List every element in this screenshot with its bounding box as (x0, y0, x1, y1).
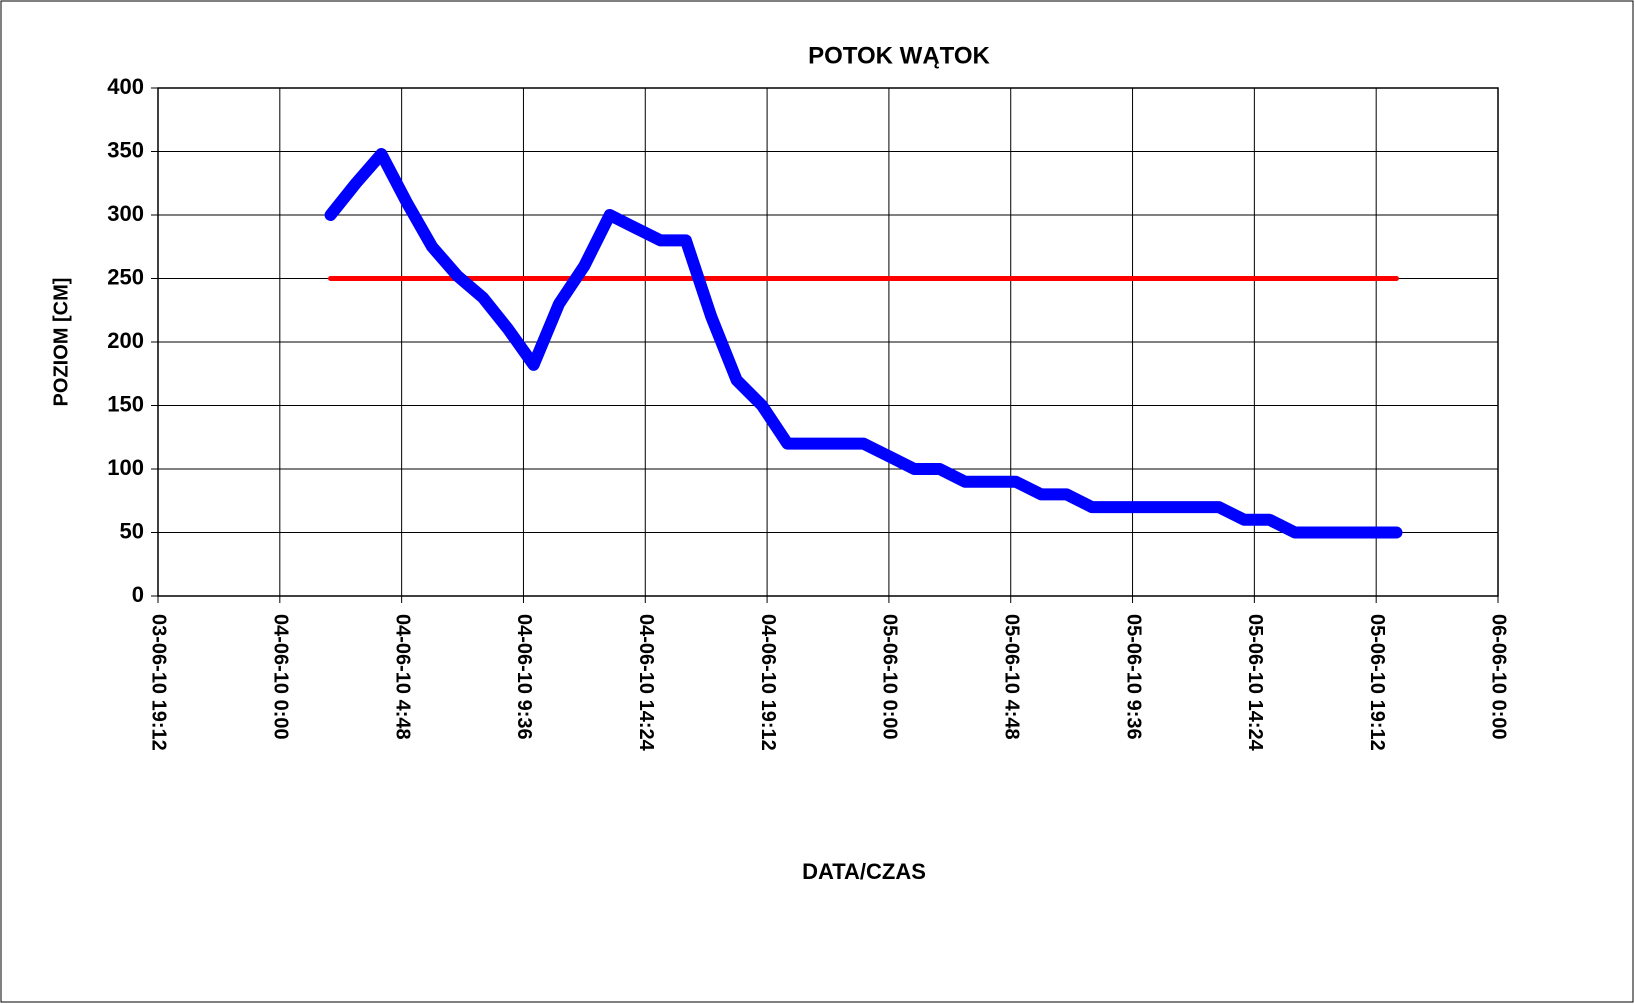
x-tick-label: 05-06-10 14:24 (1244, 614, 1266, 752)
x-tick-label: 04-06-10 4:48 (391, 614, 413, 740)
y-tick-label: 50 (120, 518, 144, 543)
y-tick-label: 200 (107, 328, 144, 353)
x-tick-label: 05-06-10 0:00 (879, 614, 901, 740)
x-tick-label: 04-06-10 14:24 (635, 614, 657, 752)
y-tick-label: 150 (107, 391, 144, 416)
y-tick-label: 350 (107, 137, 144, 162)
plot-frame (157, 87, 1499, 597)
y-tick-label: 300 (107, 201, 144, 226)
chart-title: POTOK WĄTOK (808, 42, 990, 69)
x-tick-label: 05-06-10 4:48 (1000, 614, 1022, 740)
x-tick-label: 04-06-10 9:36 (513, 614, 535, 740)
x-tick-label: 05-06-10 9:36 (1122, 614, 1144, 740)
y-tick-label: 250 (107, 264, 144, 289)
y-tick-label: 400 (107, 74, 144, 99)
y-axis-label: POZIOM [CM] (50, 278, 72, 407)
x-tick-label: 04-06-10 0:00 (270, 614, 292, 740)
y-tick-label: 100 (107, 455, 144, 480)
x-tick-label: 04-06-10 19:12 (757, 614, 779, 751)
y-tick-label: 0 (132, 582, 144, 607)
x-tick-label: 03-06-10 19:12 (148, 614, 170, 751)
x-tick-label: 05-06-10 19:12 (1366, 614, 1388, 751)
x-axis-label: DATA/CZAS (802, 859, 926, 884)
data-line (324, 148, 1403, 539)
x-tick-label: 06-06-10 0:00 (1488, 614, 1510, 740)
